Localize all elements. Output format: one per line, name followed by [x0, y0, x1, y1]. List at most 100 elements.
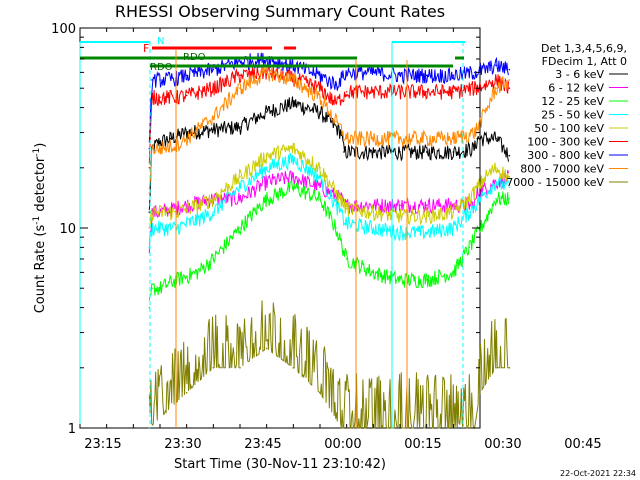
data-point-12-25-kev-9: [319, 197, 321, 200]
data-point-25-50-kev-2: [159, 227, 161, 229]
x-tick-label: 23:30: [164, 437, 201, 452]
data-point-800-7000-kev-15: [452, 137, 455, 140]
data-point-7000-15000-kev-11: [495, 366, 497, 369]
data-point-6-12-kev-6: [265, 181, 268, 183]
x-tick-label: 00:15: [404, 437, 441, 452]
legend-label: 6 - 12 keV: [548, 82, 604, 95]
data-point-300-800-kev-6: [239, 60, 241, 63]
data-point-100-300-kev-6: [239, 74, 241, 77]
y-axis-label-mid: detector: [33, 156, 48, 216]
data-point-3-6-kev-3: [169, 137, 172, 140]
data-point-25-50-kev-10: [335, 204, 337, 207]
data-point-50-100-kev-4: [196, 204, 199, 207]
data-point-7000-15000-kev-4: [265, 347, 268, 350]
legend: Det 1,3,4,5,6,9,FDecim 1, Att 03 - 6 keV…: [506, 42, 628, 189]
data-point-12-25-kev-8: [292, 186, 295, 188]
legend-label: 50 - 100 keV: [534, 122, 604, 135]
footer-date: 22-Oct-2021 22:34: [560, 469, 636, 478]
data-point-800-7000-kev-8: [292, 79, 295, 81]
flag-label-n-1: N: [157, 36, 164, 47]
data-point-3-6-kev-14: [425, 151, 428, 153]
data-point-12-25-kev-14: [425, 279, 428, 281]
data-point-50-100-kev-9: [319, 166, 321, 169]
data-point-3-6-kev-6: [239, 126, 241, 128]
legend-label: 12 - 25 keV: [541, 95, 604, 108]
data-point-3-6-kev-17: [476, 137, 479, 140]
data-point-7000-15000-kev-12: [508, 366, 511, 369]
data-point-7000-15000-kev-10: [479, 391, 481, 394]
flag-group: FN RDO RDO: [79, 36, 465, 428]
data-point-7000-15000-kev-3: [239, 366, 241, 369]
data-point-100-300-kev-2: [159, 96, 161, 99]
data-point-300-800-kev-15: [452, 74, 455, 77]
data-point-300-800-kev-2: [159, 79, 161, 81]
legend-label: 800 - 7000 keV: [520, 163, 604, 176]
data-point-7000-15000-kev-2: [212, 366, 215, 369]
data-point-12-25-kev-7: [265, 197, 268, 200]
y-tick-label: 100: [51, 22, 76, 37]
data-point-12-25-kev-11: [345, 258, 348, 260]
data-point-100-300-kev-9: [319, 87, 321, 90]
data-point-50-100-kev-12: [372, 211, 375, 213]
data-point-25-50-kev-19: [508, 186, 511, 188]
data-point-800-7000-kev-16: [473, 131, 476, 134]
series-line-100-300-kev: [148, 65, 509, 164]
data-point-800-7000-kev-4: [185, 137, 188, 140]
series-line-800-7000-kev: [148, 63, 509, 190]
data-point-12-25-kev-4: [196, 271, 199, 274]
data-point-100-300-kev-16: [473, 87, 476, 90]
data-point-25-50-kev-17: [484, 191, 487, 194]
data-point-50-100-kev-13: [399, 215, 401, 217]
series-line-50-100-kev: [148, 142, 509, 229]
data-point-25-50-kev-16: [468, 211, 471, 213]
data-point-300-800-kev-11: [345, 71, 348, 74]
data-point-800-7000-kev-6: [239, 87, 241, 90]
data-point-12-25-kev-16: [468, 246, 471, 249]
legend-label: 7000 - 15000 keV: [506, 176, 604, 189]
data-point-3-6-kev-15: [452, 151, 455, 153]
data-point-100-300-kev-10: [335, 102, 337, 105]
x-tick-label: 00:45: [564, 437, 601, 452]
data-point-100-300-kev-4: [185, 94, 188, 97]
legend-label: 100 - 300 keV: [527, 136, 604, 149]
y-tick-label: 10: [59, 222, 76, 237]
data-point-300-800-kev-4: [185, 74, 188, 77]
x-axis-label: Start Time (30-Nov-11 23:10:42): [174, 457, 386, 472]
data-point-3-6-kev-18: [495, 137, 497, 140]
data-point-6-12-kev-16: [476, 191, 479, 194]
series-line-7000-15000-kev: [148, 300, 509, 430]
chart-title: RHESSI Observing Summary Count Rates: [115, 2, 445, 21]
data-point-7000-15000-kev-1: [185, 391, 188, 394]
data-point-12-25-kev-0: [148, 306, 151, 309]
data-point-12-25-kev-10: [335, 227, 337, 229]
data-point-800-7000-kev-2: [159, 147, 161, 150]
data-point-100-300-kev-15: [452, 90, 455, 93]
data-point-300-800-kev-13: [399, 74, 401, 77]
data-point-3-6-kev-7: [265, 111, 268, 113]
data-point-300-800-kev-14: [425, 74, 428, 77]
data-point-7000-15000-kev-7: [340, 427, 343, 429]
data-point-3-6-kev-12: [372, 151, 375, 153]
data-point-25-50-kev-12: [372, 227, 375, 229]
data-point-800-7000-kev-13: [399, 137, 401, 140]
legend-label: 25 - 50 keV: [541, 109, 604, 122]
data-point-12-25-kev-17: [484, 218, 487, 221]
series-line-300-800-kev: [148, 52, 509, 143]
y-axis-label-sup2: -1: [32, 148, 42, 157]
data-point-800-7000-kev-12: [372, 137, 375, 140]
legend-header-line: FDecim 1, Att 0: [542, 55, 627, 68]
data-point-300-800-kev-1: [151, 79, 153, 81]
data-point-300-800-kev-19: [508, 68, 511, 71]
flag-label-rdo-3: RDO: [183, 52, 206, 63]
y-axis-label-end: ): [33, 143, 48, 148]
data-point-50-100-kev-1: [151, 211, 153, 213]
data-point-300-800-kev-17: [484, 68, 487, 71]
series-line-25-50-kev: [148, 151, 509, 249]
data-point-50-100-kev-14: [425, 215, 428, 217]
data-point-7000-15000-kev-5: [292, 366, 295, 369]
data-point-800-7000-kev-14: [425, 137, 428, 140]
x-tick-label: 23:45: [244, 437, 281, 452]
series-group: [148, 52, 511, 430]
data-point-800-7000-kev-18: [495, 87, 497, 90]
